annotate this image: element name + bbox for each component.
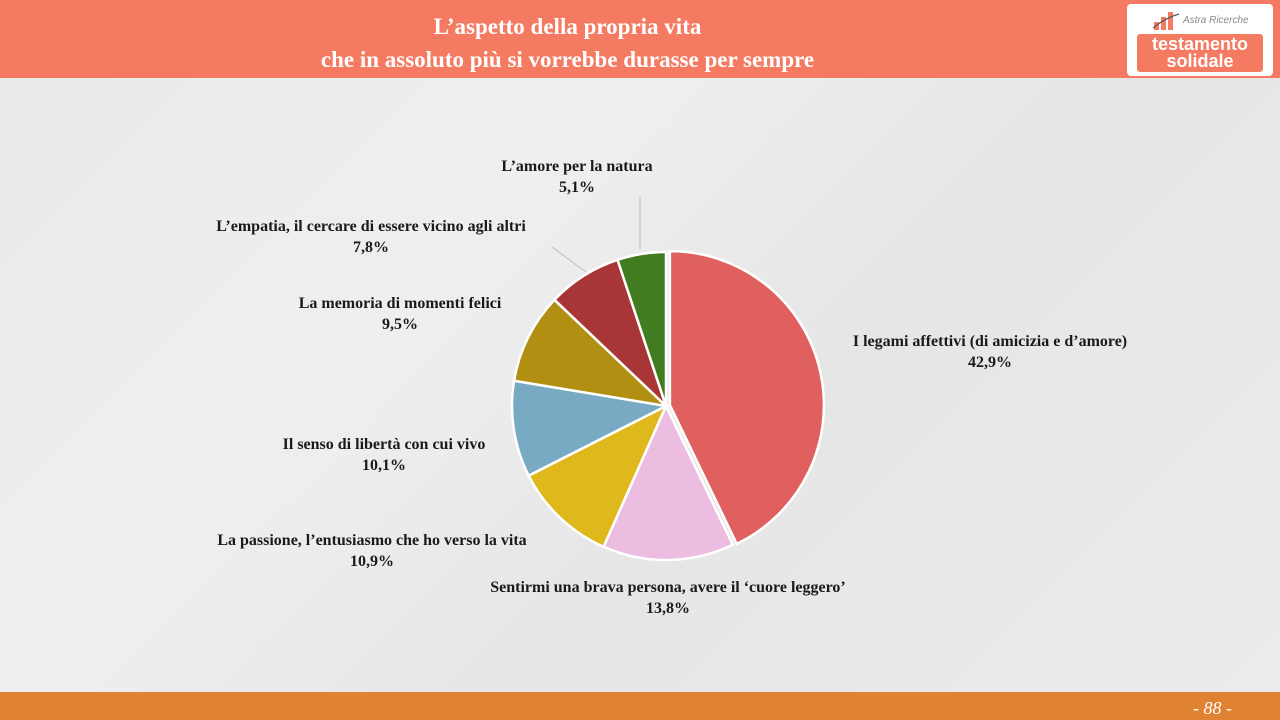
title-line-1: L’aspetto della propria vita [433, 14, 702, 39]
slice-label-sentirmi-una-brava-persona-avere-il-cuor: Sentirmi una brava persona, avere il ‘cu… [490, 579, 846, 596]
slice-value-l-amore-per-la-natura: 5,1% [559, 179, 595, 196]
slice-value-la-passione-l-entusiasmo-che-ho-verso-la: 10,9% [350, 553, 394, 570]
header-bar: L’aspetto della propria vita che in asso… [0, 0, 1280, 78]
leader-line [551, 246, 587, 273]
logo-wordmark: testamento solidale [1137, 34, 1263, 72]
page-title: L’aspetto della propria vita che in asso… [150, 10, 985, 76]
logo-brand-row: Astra Ricerche [1153, 10, 1269, 30]
page-number: - 88 - [1193, 698, 1232, 718]
pie-slice-la-passione-l-entusiasmo-che-ho-verso-la [526, 403, 669, 549]
slice-value-i-legami-affettivi-di-amicizia-e-d-amore: 42,9% [968, 354, 1012, 371]
slice-value-il-senso-di-liberta-con-cui-vivo: 10,1% [362, 457, 406, 474]
pie-slice-la-memoria-di-momenti-felici [512, 298, 670, 408]
pie-slice-i-legami-affettivi-di-amicizia-e-d-amore [668, 249, 826, 546]
logo: Astra Ricerche testamento solidale [1127, 4, 1273, 76]
title-line-2: che in assoluto più si vorrebbe durasse … [320, 47, 815, 72]
pie-slice-il-senso-di-liberta-con-cui-vivo [510, 379, 670, 478]
logo-line-2: solidale [1166, 51, 1234, 71]
slice-value-sentirmi-una-brava-persona-avere-il-cuor: 13,8% [646, 600, 690, 617]
slice-label-l-amore-per-la-natura: L’amore per la natura [501, 158, 652, 175]
footer-bar: - 88 - [0, 692, 1280, 720]
slice-value-l-empatia-il-cercare-di-essere-vicino-ag: 7,8% [353, 239, 389, 256]
slice-label-la-memoria-di-momenti-felici: La memoria di momenti felici [299, 295, 502, 312]
logo-brand-text: Astra Ricerche [1183, 15, 1249, 26]
slice-label-il-senso-di-liberta-con-cui-vivo: Il senso di libertà con cui vivo [283, 436, 486, 453]
pie-chart: I legami affettivi (di amicizia e d’amor… [216, 158, 1127, 617]
slice-label-l-empatia-il-cercare-di-essere-vicino-ag: L’empatia, il cercare di essere vicino a… [216, 218, 526, 235]
logo-line-1: testamento [1151, 34, 1249, 54]
slice-label-la-passione-l-entusiasmo-che-ho-verso-la: La passione, l’entusiasmo che ho verso l… [217, 532, 526, 549]
slice-label-i-legami-affettivi-di-amicizia-e-d-amore: I legami affettivi (di amicizia e d’amor… [853, 333, 1127, 350]
slice-value-la-memoria-di-momenti-felici: 9,5% [382, 316, 418, 333]
bar-chart-logo-icon [1153, 12, 1179, 30]
pie-slice-l-amore-per-la-natura [615, 250, 668, 407]
pie-slice-sentirmi-una-brava-persona-avere-il-cuor [601, 403, 735, 562]
